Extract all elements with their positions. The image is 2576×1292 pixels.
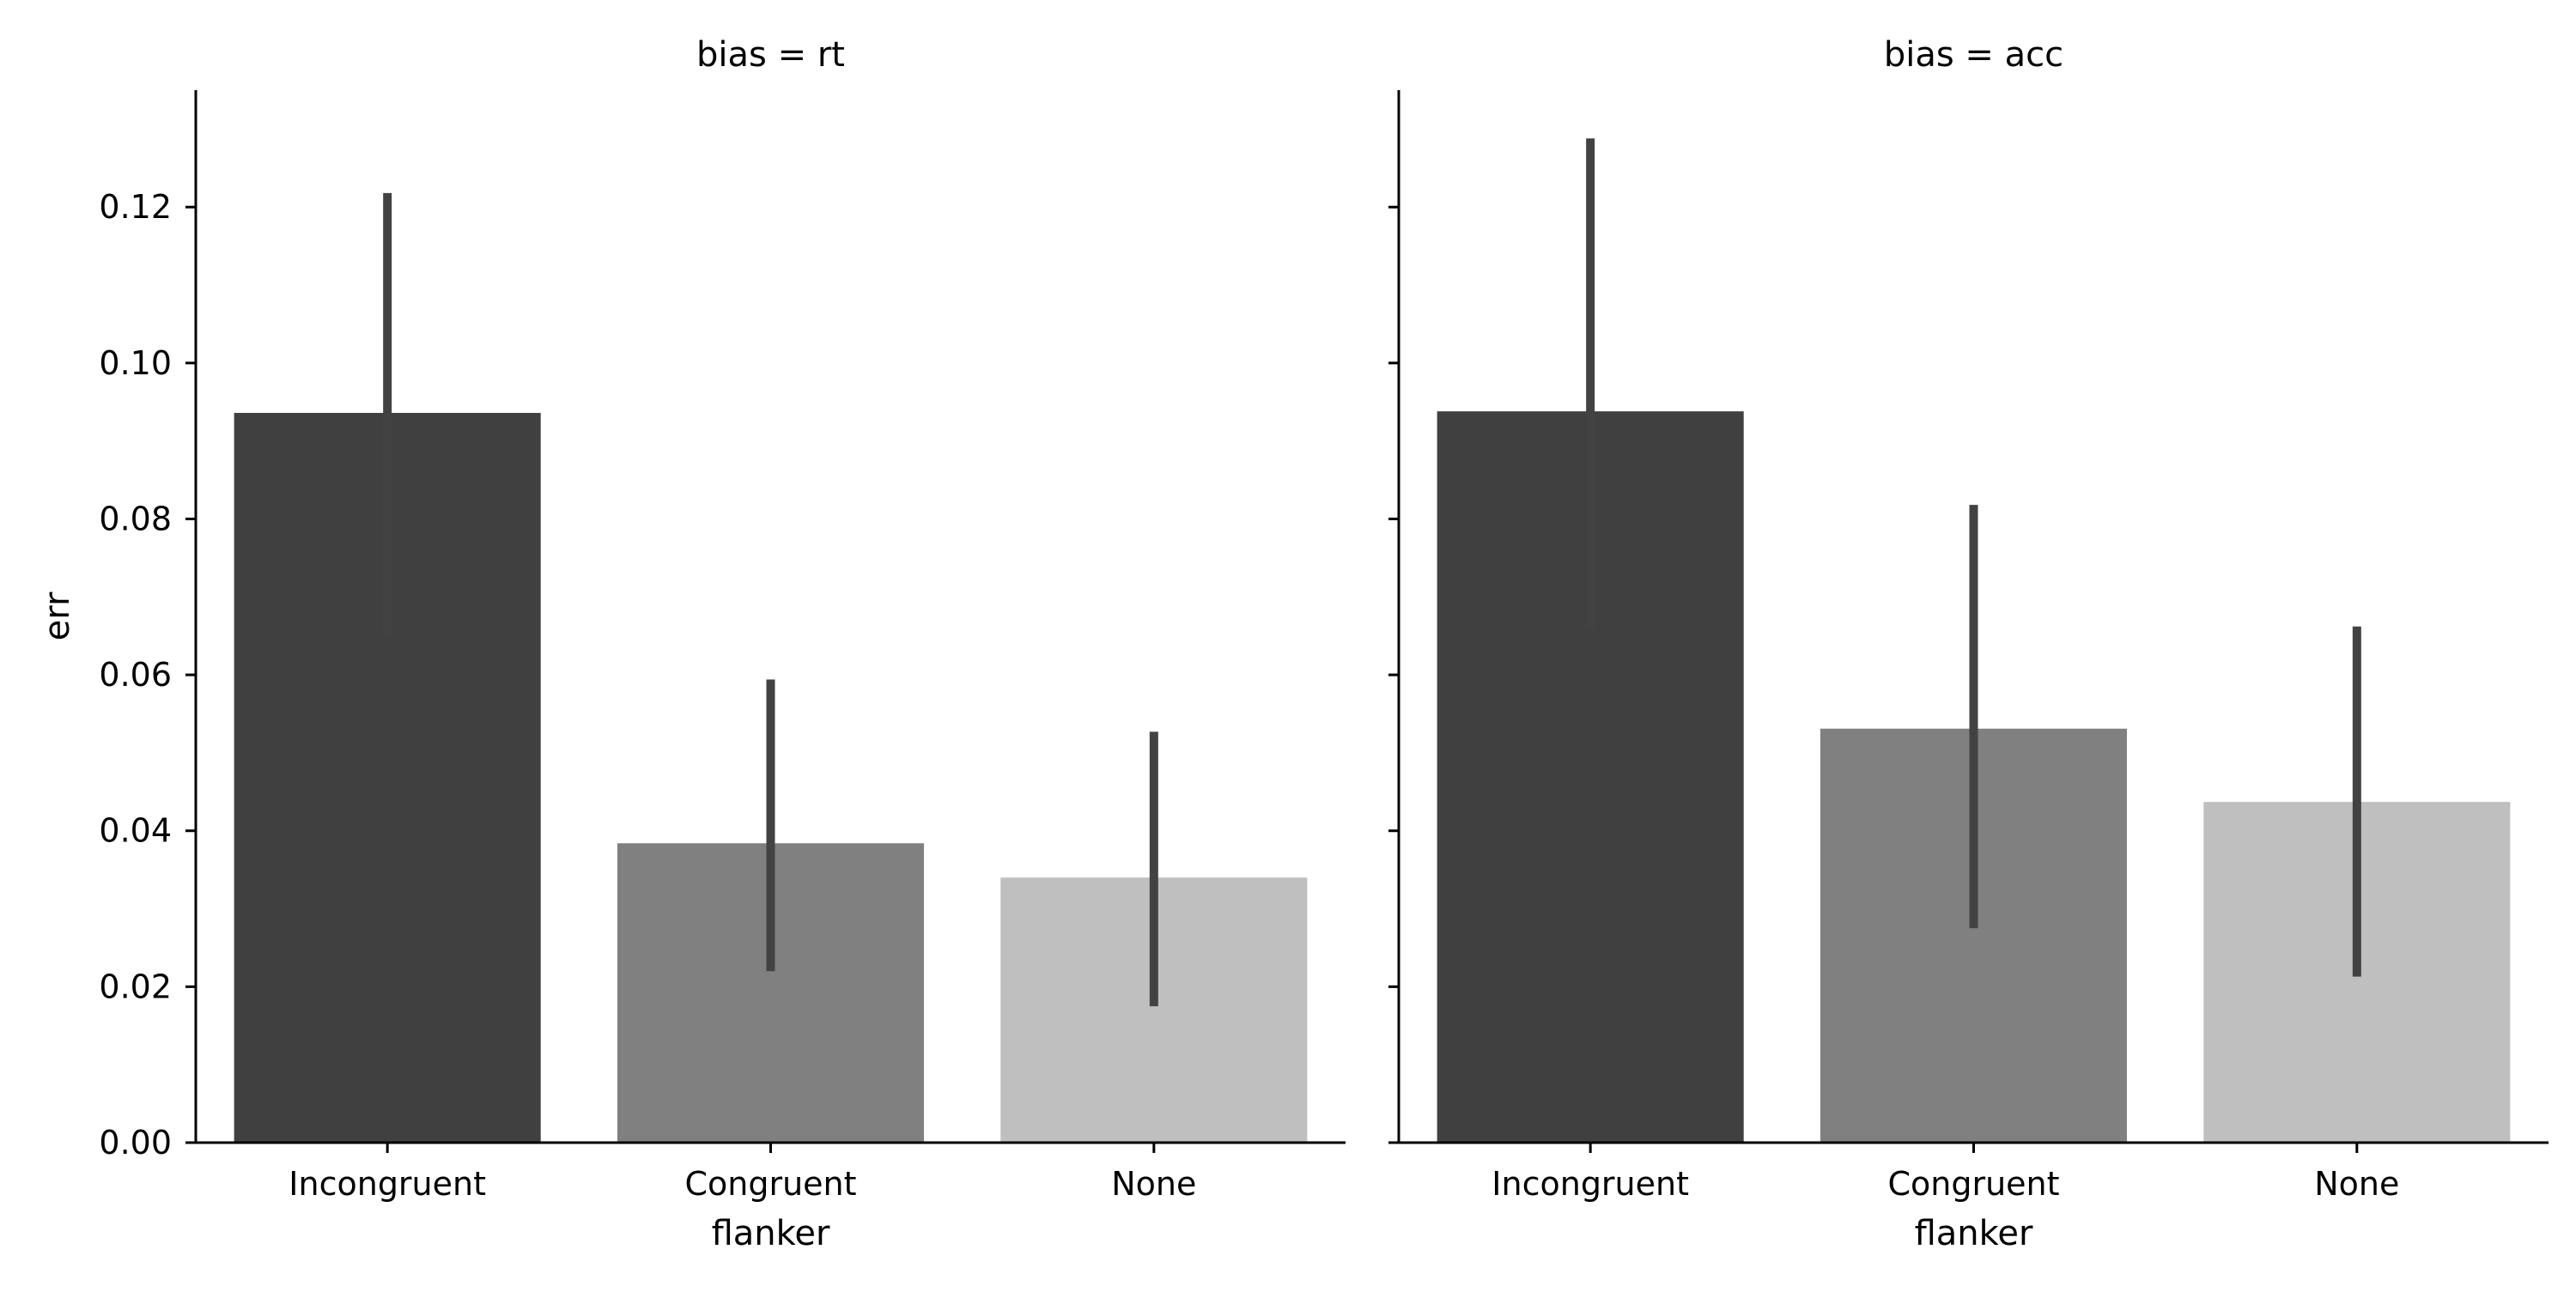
panel-2-title: bias = acc: [1884, 35, 2063, 75]
ytick-label: 0.06: [99, 656, 172, 694]
panel-1-xtick-label: None: [1111, 1165, 1196, 1203]
panel-2-xtick-label: Congruent: [1887, 1165, 2059, 1203]
panel-1-title: bias = rt: [696, 35, 845, 75]
panel-1-xtick-label: Congruent: [684, 1165, 856, 1203]
ytick-label: 0.12: [99, 188, 172, 226]
panel-2-xtick-label: None: [2314, 1165, 2399, 1203]
ytick-label: 0.00: [99, 1124, 172, 1162]
ylabel: err: [38, 591, 77, 640]
ytick-label: 0.08: [99, 500, 172, 537]
panel-1-xlabel: flanker: [712, 1214, 830, 1253]
panel-2-xtick-label: Incongruent: [1492, 1165, 1689, 1203]
ytick-label: 0.04: [99, 812, 172, 850]
ytick-label: 0.02: [99, 967, 172, 1005]
panel-1-xtick-label: Incongruent: [289, 1165, 486, 1203]
ytick-label: 0.10: [99, 344, 172, 382]
panel-2-xlabel: flanker: [1915, 1214, 2033, 1253]
